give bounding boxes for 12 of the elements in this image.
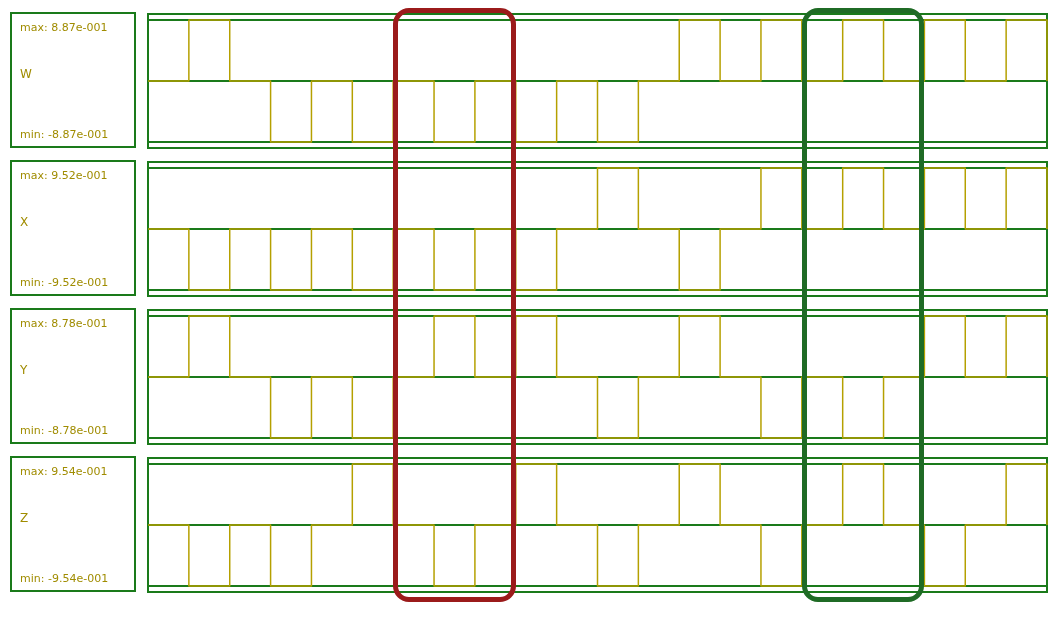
text: max: 8.87e-001 [20,21,108,34]
text: min: -8.87e-001 [20,128,109,141]
text: min: -8.78e-001 [20,424,109,437]
y-axis-title: X [20,215,29,229]
text: min: -9.54e-001 [20,572,109,585]
text: max: 9.52e-001 [20,169,108,182]
text: min: -9.52e-001 [20,276,109,289]
y-axis-title: Z [20,511,29,525]
y-axis-title: W [20,67,32,81]
y-axis-title: Y [19,363,28,377]
text: max: 8.78e-001 [20,317,108,330]
text: max: 9.54e-001 [20,465,108,478]
